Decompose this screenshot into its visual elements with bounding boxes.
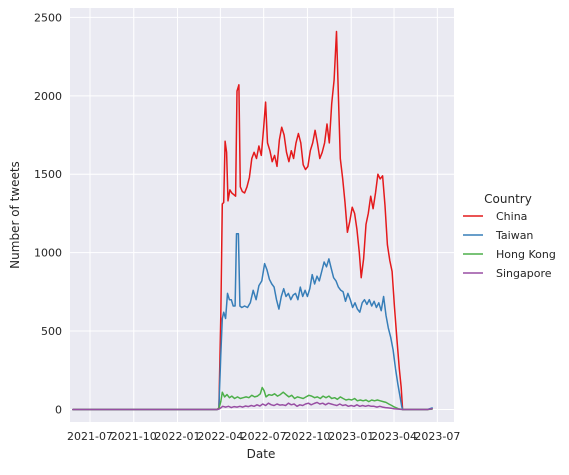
series-line-taiwan [72,233,433,411]
y-tick-label: 1000 [34,247,62,260]
x-tick-label: 2023-04 [371,430,417,443]
series-line-singapore [72,401,433,411]
legend-label: Singapore [496,267,552,280]
x-tick-label: 2021-10 [111,430,157,443]
x-tick-label: 2022-07 [241,430,287,443]
legend-label: Taiwan [495,229,533,242]
x-tick-label: 2022-04 [197,430,243,443]
legend-entries: China Taiwan Hong Kong Singapore [463,210,556,280]
legend-label: China [496,210,527,223]
y-tick-label: 0 [55,403,62,416]
x-tick-label: 2022-01 [155,430,201,443]
y-tick-label: 500 [41,325,62,338]
plot-background [70,8,454,422]
grid-layer [70,8,454,422]
legend: Country China Taiwan Hong Kong Singapore [463,192,556,280]
x-tick-label: 2023-07 [414,430,460,443]
x-tick-label: 2023-01 [328,430,374,443]
y-tick-label: 2000 [34,90,62,103]
y-tick-label: 1500 [34,168,62,181]
x-tick-label: 2022-10 [284,430,330,443]
legend-title: Country [484,192,532,206]
x-tick-label: 2021-07 [67,430,113,443]
y-axis-label: Number of tweets [8,161,22,269]
series-layer [72,30,433,411]
series-line-hong-kong [72,386,433,411]
legend-label: Hong Kong [496,248,556,261]
y-tick-label: 2500 [34,11,62,24]
series-line-china [72,30,433,411]
y-tick-labels: 0 500 1000 1500 2000 2500 [34,11,62,416]
x-tick-labels: 2021-072021-102022-012022-042022-072022-… [67,430,460,443]
x-axis-label: Date [247,447,276,461]
